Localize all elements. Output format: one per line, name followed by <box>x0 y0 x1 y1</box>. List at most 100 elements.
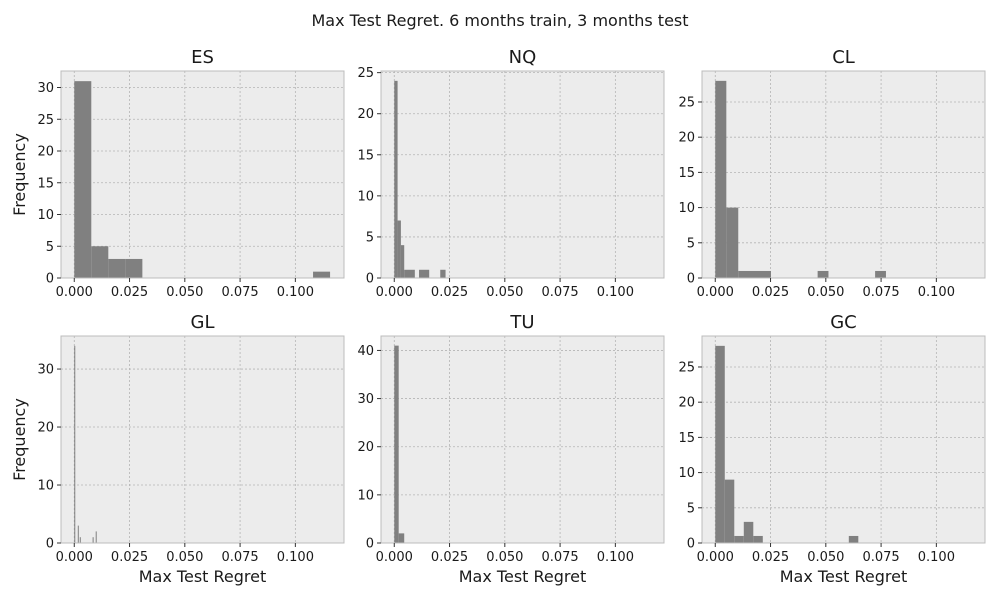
histogram-bar <box>91 246 109 278</box>
histogram-bar <box>394 345 399 543</box>
x-tick-label: 0.000 <box>697 285 734 300</box>
histogram-bar <box>92 537 94 543</box>
x-axis-label: Max Test Regret <box>139 567 267 586</box>
histogram-bar <box>738 270 771 278</box>
histogram-bar <box>743 521 754 543</box>
panel-title: TU <box>509 312 534 333</box>
plot-background <box>381 71 664 278</box>
plot-frame <box>60 335 345 544</box>
histogram-bar <box>74 81 92 278</box>
y-tick-label: 25 <box>357 66 374 81</box>
panel-es: 0.000 0.025 0.050 0.075 0.100 0 5 10 15 20 25 30 ES F… <box>10 47 345 300</box>
histogram-bar <box>734 535 744 543</box>
histogram-bar <box>108 258 126 278</box>
panel-nq: 0.000 0.025 0.050 0.075 0.100 0 5 10 15 20 25 NQ <box>357 47 665 300</box>
x-tick-label: 0.100 <box>597 550 634 565</box>
y-axis-label: Frequency <box>10 133 29 216</box>
panel-title: ES <box>191 47 214 68</box>
y-tick-label: 25 <box>37 113 54 128</box>
y-tick-label: 25 <box>678 95 695 110</box>
panel-title: CL <box>832 47 855 68</box>
x-tick-label: 0.050 <box>486 285 523 300</box>
histogram-bar <box>398 533 405 543</box>
x-tick-label: 0.075 <box>862 550 899 565</box>
x-tick-label: 0.050 <box>166 550 203 565</box>
x-tick-label: 0.000 <box>56 285 93 300</box>
plot-background <box>381 336 664 543</box>
x-tick-label: 0.025 <box>431 550 468 565</box>
histogram-bar <box>77 525 79 543</box>
x-tick-label: 0.025 <box>111 285 148 300</box>
y-tick-label: 15 <box>678 166 695 181</box>
y-tick-label: 15 <box>357 148 374 163</box>
plot-background <box>702 336 985 543</box>
x-tick-label: 0.000 <box>376 550 413 565</box>
panel-title: GL <box>191 312 215 333</box>
x-tick-label: 0.000 <box>697 550 734 565</box>
y-tick-label: 5 <box>687 501 695 516</box>
x-tick-label: 0.050 <box>807 285 844 300</box>
histogram-bar <box>400 245 405 278</box>
x-tick-label: 0.075 <box>221 285 258 300</box>
x-tick-label: 0.075 <box>541 550 578 565</box>
x-tick-label: 0.075 <box>862 285 899 300</box>
y-tick-label: 15 <box>37 176 54 191</box>
plot-background <box>61 71 344 278</box>
y-tick-label: 5 <box>46 240 54 255</box>
plot-frame <box>380 70 665 279</box>
y-tick-label: 10 <box>678 466 695 481</box>
x-tick-label: 0.050 <box>807 550 844 565</box>
histogram-bar <box>753 535 763 543</box>
histogram-bar <box>726 207 739 278</box>
y-tick-label: 30 <box>357 392 374 407</box>
y-tick-label: 20 <box>678 131 695 146</box>
y-tick-label: 20 <box>37 421 54 436</box>
x-tick-label: 0.050 <box>486 550 523 565</box>
histogram-bar <box>715 80 727 278</box>
x-tick-label: 0.000 <box>56 550 93 565</box>
x-tick-label: 0.100 <box>277 550 314 565</box>
y-tick-label: 0 <box>46 272 54 287</box>
y-tick-label: 5 <box>366 230 374 245</box>
y-tick-label: 20 <box>357 440 374 455</box>
x-axis-label: Max Test Regret <box>459 567 587 586</box>
y-tick-label: 0 <box>366 272 374 287</box>
panel-title: NQ <box>509 47 537 68</box>
plot-frame <box>701 70 986 279</box>
y-tick-label: 10 <box>678 201 695 216</box>
y-tick-label: 15 <box>678 431 695 446</box>
histogram-bar <box>95 531 97 543</box>
y-tick-label: 40 <box>357 344 374 359</box>
y-tick-label: 0 <box>687 537 695 552</box>
figure-title: Max Test Regret. 6 months train, 3 month… <box>311 11 688 30</box>
y-tick-label: 20 <box>37 145 54 160</box>
x-tick-label: 0.025 <box>111 550 148 565</box>
y-tick-label: 10 <box>37 208 54 223</box>
y-tick-label: 20 <box>678 396 695 411</box>
histogram-bar <box>79 537 81 543</box>
plot-background <box>702 71 985 278</box>
histogram-bar <box>724 479 735 543</box>
x-tick-label: 0.025 <box>752 550 789 565</box>
histogram-bar <box>313 271 331 278</box>
panel-grid: 0.000 0.025 0.050 0.075 0.100 0 5 10 15 20 25 30 ES F… <box>10 47 986 586</box>
plot-frame <box>60 70 345 279</box>
histogram-bar <box>440 269 446 278</box>
histogram-bar <box>397 220 401 278</box>
x-tick-label: 0.075 <box>221 550 258 565</box>
panel-cl: 0.000 0.025 0.050 0.075 0.100 0 5 10 15 20 25 CL <box>678 47 986 300</box>
y-tick-label: 10 <box>357 189 374 204</box>
histogram-bar <box>74 345 76 543</box>
histogram-bar <box>848 535 859 543</box>
y-tick-label: 0 <box>687 272 695 287</box>
y-axis-label: Frequency <box>10 398 29 481</box>
histogram-bar <box>715 345 725 543</box>
panel-gl: 0.000 0.025 0.050 0.075 0.100 0 10 20 30 GL Max Te… <box>10 312 345 586</box>
histogram-bar <box>125 258 143 278</box>
x-tick-label: 0.100 <box>918 550 955 565</box>
histogram-bar <box>875 270 886 278</box>
x-tick-label: 0.100 <box>597 285 634 300</box>
y-tick-label: 30 <box>37 363 54 378</box>
panel-gc: 0.000 0.025 0.050 0.075 0.100 0 5 10 15 20 25 GC Max… <box>678 312 986 586</box>
